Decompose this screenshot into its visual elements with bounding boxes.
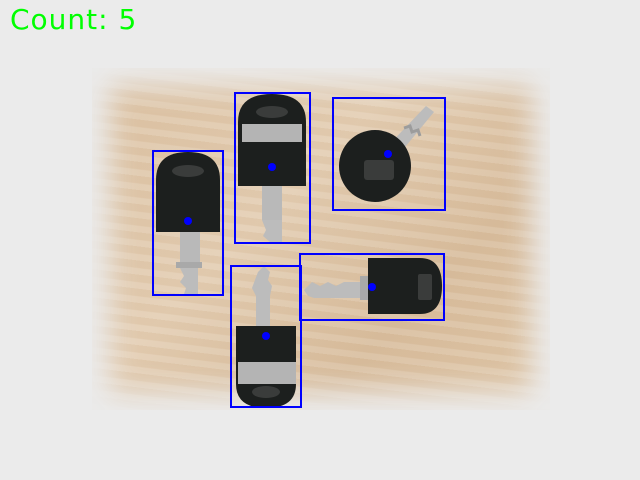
center-dot [262,332,270,340]
key-object [236,266,296,408]
center-dot [368,283,376,291]
center-dot [268,163,276,171]
wood-surface [92,68,550,410]
bounding-box [234,92,311,244]
key-object [238,94,306,242]
center-dot [384,150,392,158]
bounding-box [230,265,302,408]
key-object [339,106,434,202]
key-object [304,258,442,314]
bounding-box [332,97,446,211]
object-count-label: Count: 5 [10,3,138,36]
center-dot [184,217,192,225]
bounding-box [152,150,224,296]
bounding-box [299,253,445,321]
key-object [156,152,220,294]
